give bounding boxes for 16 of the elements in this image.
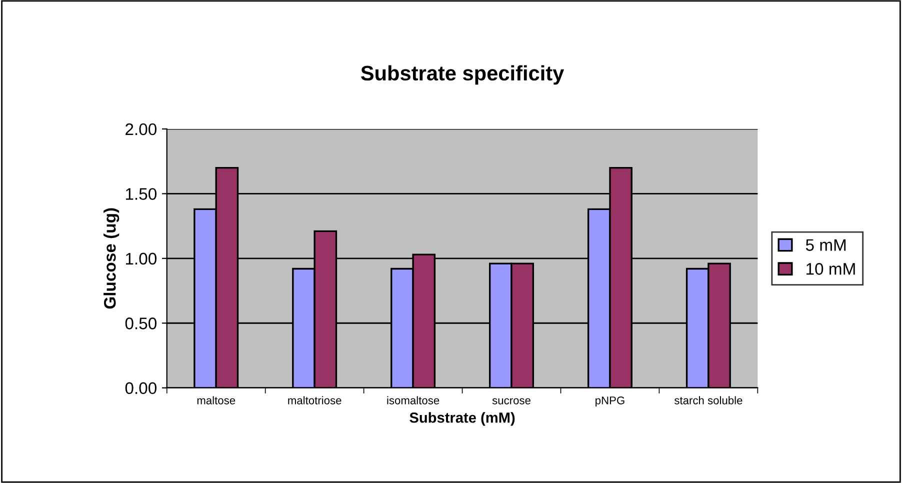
y-tick-label: 1.50 xyxy=(126,188,156,200)
y-tick-label: 0.00 xyxy=(125,382,156,394)
y-axis-title: Glucose (ug) xyxy=(104,208,120,309)
x-tick-label: starch soluble xyxy=(674,396,742,404)
x-tick-label: maltotriose xyxy=(288,396,342,404)
legend-label: 5 mM xyxy=(806,239,846,251)
x-tick-label: sucrose xyxy=(492,398,530,404)
y-tick-label: 1.00 xyxy=(126,252,156,265)
y-tick-label: 2.00 xyxy=(126,123,156,136)
x-tick-label: maltose xyxy=(197,396,236,404)
legend-label: 10 mM xyxy=(806,263,855,275)
x-tick-label: pNPG xyxy=(596,396,624,407)
y-tick-label: 0.50 xyxy=(125,318,156,330)
x-tick-label: isomaltose xyxy=(387,396,440,404)
chart-title: Substrate specificity xyxy=(360,65,564,85)
x-axis-title: Substrate (mM) xyxy=(410,412,515,426)
